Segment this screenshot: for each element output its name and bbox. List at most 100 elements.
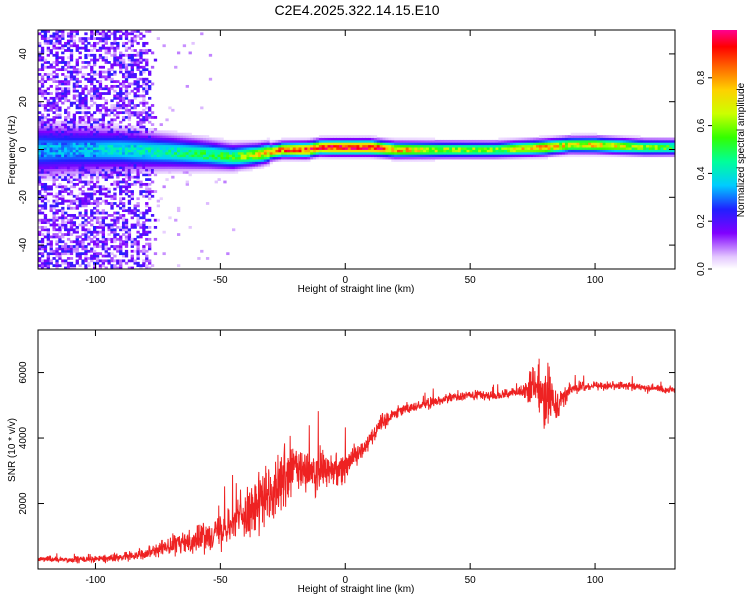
spectrogram-cell [148, 159, 152, 162]
spectrogram-cell [275, 151, 279, 155]
spectrogram-cell [127, 111, 132, 115]
spectrogram-cell [258, 139, 262, 143]
spectrogram-cell [139, 235, 143, 239]
spectrogram-cell [408, 156, 412, 160]
spectrogram-cell [226, 147, 230, 150]
spectrogram-cell [582, 149, 586, 153]
spectrogram-cell [382, 144, 386, 148]
spectrogram-cell [640, 139, 644, 143]
spectrogram-cell [182, 156, 187, 160]
spectrogram-cell [593, 147, 598, 150]
spectrogram-cell [333, 135, 337, 138]
spectrogram-cell [104, 113, 108, 117]
spectrogram-cell [75, 89, 79, 93]
spectrogram-cell [107, 261, 111, 265]
spectrogram-cell [376, 151, 381, 155]
spectrogram-cell [536, 147, 540, 150]
spectrogram-cell [483, 156, 488, 160]
spectrogram-cell [481, 144, 485, 148]
spectrogram-cell [188, 161, 192, 165]
spectrogram-cell [119, 61, 123, 64]
spectrogram-cell [524, 144, 528, 148]
spectrogram-cell [666, 144, 670, 148]
spectrogram-cell [72, 178, 77, 181]
spectrogram-cell [153, 171, 158, 174]
spectrogram-cell [139, 190, 143, 193]
spectrogram-cell [75, 225, 79, 229]
spectrogram-cell [654, 149, 659, 153]
spectrogram-cell [75, 204, 79, 208]
spectrogram-cell [90, 223, 94, 227]
spectrogram-cell [411, 149, 415, 153]
spectrogram-cell [127, 125, 132, 129]
spectrogram-cell [651, 154, 656, 158]
spectrogram-cell [55, 209, 59, 213]
spectrogram-cell [124, 163, 129, 167]
spectrogram-cell [260, 142, 265, 146]
spectrogram-cell [90, 171, 94, 174]
spectrogram-cell [64, 92, 68, 95]
spectrogram-cell [104, 154, 108, 158]
colorbar-label: Normalized spectral amplitude [736, 82, 747, 217]
spectrogram-cell [87, 194, 91, 198]
spectrogram-cell [281, 139, 285, 143]
spectrogram-cell [423, 147, 427, 150]
spectrogram-cell [130, 242, 134, 246]
spectrogram-cell [58, 46, 62, 50]
spectrogram-cell [119, 87, 123, 91]
spectrogram-cell [628, 149, 632, 153]
spectrogram-cell [107, 159, 111, 162]
spectrogram-cell [495, 156, 499, 160]
spectrogram-cell [64, 139, 68, 143]
spectrogram-cell [376, 147, 381, 150]
spectrogram-cell [454, 139, 459, 143]
spectrogram-cell [301, 149, 305, 153]
spectrogram-cell [246, 166, 250, 170]
spectrogram-cell [567, 154, 572, 158]
spectrogram-cell [417, 137, 421, 141]
spectrogram-cell [75, 168, 79, 172]
spectrogram-cell [602, 139, 606, 143]
spectrogram-cell [223, 142, 227, 146]
spectrogram-cell [43, 149, 48, 153]
spectrogram-cell [142, 58, 146, 62]
spectrogram-cell [541, 142, 546, 146]
spectrogram-cell [434, 144, 438, 148]
spectrogram-cell [229, 139, 233, 143]
spectrogram-cell [55, 144, 59, 148]
spectrogram-cell [362, 142, 366, 146]
spectrogram-cell [281, 149, 285, 153]
spectrogram-cell [81, 261, 85, 265]
spectrogram-cell [101, 209, 105, 213]
spectrogram-cell [119, 242, 123, 246]
spectrogram-cell [84, 144, 88, 148]
spectrogram-cell [119, 142, 123, 146]
spectrogram-cell [81, 137, 85, 141]
spectrogram-cell [66, 249, 71, 253]
spectrogram-cell [179, 166, 184, 170]
spectrogram-cell [98, 49, 103, 52]
spectrogram-cell [55, 123, 59, 126]
spectrogram-cell [133, 223, 137, 227]
spectrogram-cell [368, 147, 372, 150]
spectrogram-cell [185, 154, 189, 158]
spectrogram-cell [197, 163, 201, 167]
spectrogram-cell [414, 151, 418, 155]
spectrogram-cell [292, 147, 297, 150]
spectrogram-cell [582, 142, 586, 146]
spectrogram-cell [110, 149, 114, 153]
spectrogram-cell [66, 135, 71, 138]
spectrogram-cell [95, 139, 100, 143]
spectrogram-cell [512, 151, 517, 155]
spectrogram-cell [593, 149, 598, 153]
spectrogram-cell [362, 154, 366, 158]
spectrogram-cell [61, 211, 65, 215]
spectrogram-cell [81, 214, 85, 217]
spectrogram-cell [119, 154, 123, 158]
spectrogram-cell [362, 135, 366, 138]
spectrogram-cell [40, 182, 45, 186]
spectrogram-cell [107, 123, 111, 126]
spectrogram-cell [232, 147, 236, 150]
spectrogram-cell [90, 194, 94, 198]
spectrogram-cell [313, 144, 317, 148]
